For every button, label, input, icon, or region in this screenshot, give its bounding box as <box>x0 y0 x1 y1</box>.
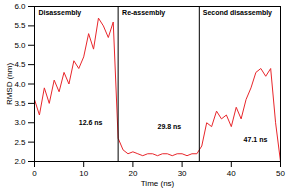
svg-text:Second disassembly: Second disassembly <box>203 9 272 17</box>
svg-text:5.0: 5.0 <box>14 41 26 50</box>
svg-text:20: 20 <box>128 169 137 178</box>
svg-text:3.5: 3.5 <box>14 99 26 108</box>
svg-text:40: 40 <box>227 169 236 178</box>
svg-text:29.8 ns: 29.8 ns <box>158 123 182 130</box>
svg-text:4.5: 4.5 <box>14 60 26 69</box>
svg-text:10: 10 <box>79 169 88 178</box>
svg-text:3.0: 3.0 <box>14 118 26 127</box>
svg-text:50: 50 <box>276 169 285 178</box>
svg-text:Time (ns): Time (ns) <box>141 179 175 188</box>
svg-text:Re-assembly: Re-assembly <box>122 9 165 17</box>
svg-text:0: 0 <box>32 169 37 178</box>
svg-text:30: 30 <box>178 169 187 178</box>
svg-text:47.1 ns: 47.1 ns <box>244 136 268 143</box>
svg-text:2.5: 2.5 <box>14 138 26 147</box>
svg-text:12.6 ns: 12.6 ns <box>79 119 103 126</box>
svg-text:Disassembly: Disassembly <box>38 9 81 17</box>
svg-text:2.0: 2.0 <box>14 157 26 166</box>
svg-text:4.0: 4.0 <box>14 80 26 89</box>
svg-text:5.5: 5.5 <box>14 21 26 30</box>
svg-text:RMSD (nm): RMSD (nm) <box>5 63 14 106</box>
svg-text:6.0: 6.0 <box>14 2 26 11</box>
